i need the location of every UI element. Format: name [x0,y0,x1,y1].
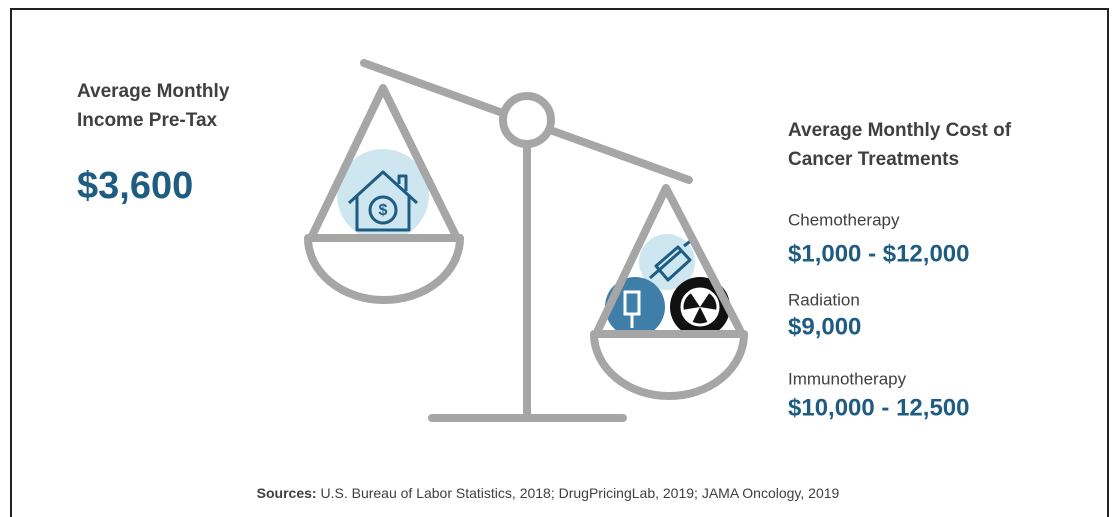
treatment-name: Chemotherapy [788,210,900,229]
treatment-name: Radiation [788,290,860,309]
treatment-cost: $1,000 - $12,000 [788,240,970,267]
income-title: Income Pre-Tax [77,110,218,131]
svg-text:$: $ [379,202,388,219]
scale: $ [304,59,748,422]
income-title: Average Monthly [77,81,230,102]
sources-label: Sources: [257,485,317,501]
income-value: $3,600 [77,165,193,207]
costs-title: Average Monthly Cost of [788,120,1012,141]
costs-title: Cancer Treatments [788,149,959,170]
sources-text: U.S. Bureau of Labor Statistics, 2018; D… [320,485,839,501]
frame [10,8,1109,517]
treatment-cost: $9,000 [788,313,861,340]
treatment-name: Immunotherapy [788,369,907,388]
sources: Sources: U.S. Bureau of Labor Statistics… [257,485,840,501]
treatment-cost: $10,000 - 12,500 [788,394,970,421]
